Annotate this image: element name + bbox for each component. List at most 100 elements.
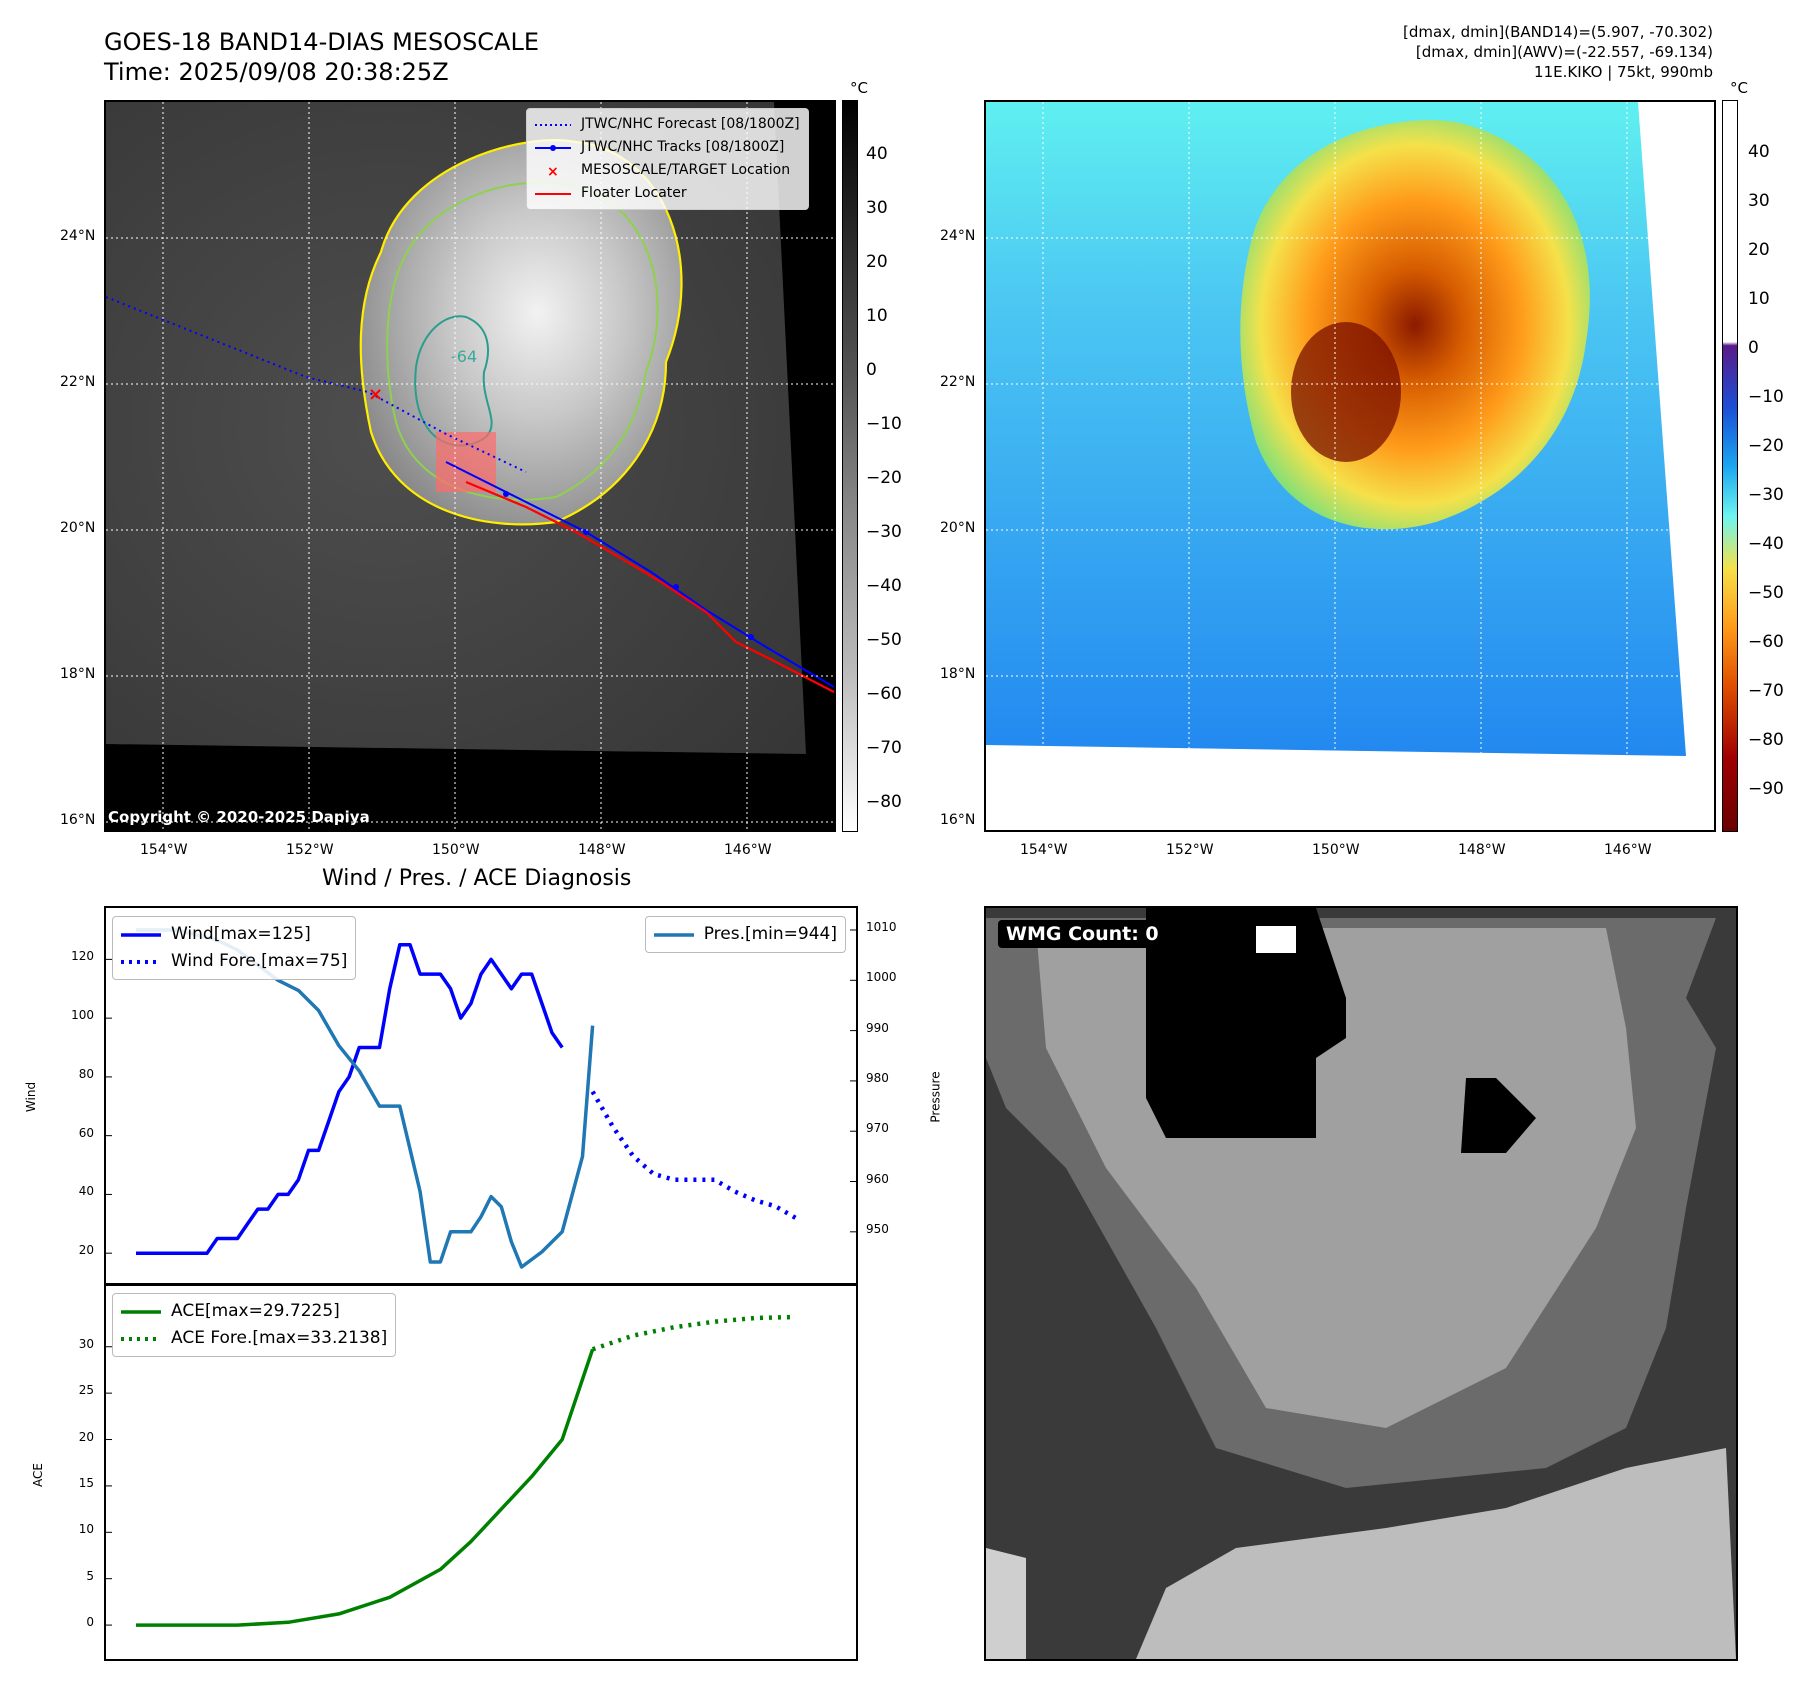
colorbar-tick-label: 40 (866, 144, 888, 164)
ir-colorbar (842, 100, 858, 832)
colorbar-tick-label: −30 (1748, 485, 1784, 505)
ir-lat-label: 16°N (60, 812, 96, 828)
legend-ace-label: ACE[max=29.7225] (171, 1301, 340, 1321)
wmg-panel: WMG Count: 0 (984, 906, 1738, 1661)
right-y-tick-label: 1010 (866, 920, 897, 934)
ir-map-image: -64 × (106, 102, 834, 830)
legend-target: × MESOSCALE/TARGET Location (535, 159, 800, 182)
awv-colorbar-unit: °C (1730, 79, 1748, 97)
y-tick-label: 80 (78, 1066, 94, 1081)
right-y-tick-label: 1000 (866, 970, 897, 985)
ir-gridlines (106, 102, 834, 830)
right-y-tick-label: 980 (866, 1070, 889, 1085)
legend-ace-fore-label: ACE Fore.[max=33.2138] (171, 1328, 388, 1348)
awv-colorbar (1722, 100, 1738, 832)
legend-pres-label: Pres.[min=944] (703, 924, 837, 944)
y-tick-label: 20 (78, 1243, 94, 1258)
legend-target-label: MESOSCALE/TARGET Location (581, 162, 791, 178)
y-tick-label: 120 (71, 949, 94, 964)
awv-lat-label: 20°N (940, 520, 976, 536)
awv-lon-label: 150°W (1312, 842, 1360, 858)
colorbar-tick-label: −60 (866, 684, 902, 704)
ace-legend: ACE[max=29.7225] ACE Fore.[max=33.2138] (112, 1293, 397, 1357)
colorbar-tick-label: 0 (1748, 338, 1759, 358)
copyright: Copyright © 2020-2025 Dapiya (108, 808, 370, 826)
ir-lat-label: 18°N (60, 666, 96, 682)
header-info: [dmax, dmin](BAND14)=(5.907, -70.302) [d… (1403, 22, 1713, 82)
colorbar-tick-label: 10 (866, 306, 888, 326)
y-tick-label: 5 (86, 1568, 94, 1583)
colorbar-tick-label: −70 (1748, 681, 1784, 701)
legend-ace-swatch (121, 1309, 161, 1314)
colorbar-tick-label: 40 (1748, 142, 1770, 162)
legend-ace-fore-swatch (121, 1336, 161, 1341)
legend-pres-swatch (653, 932, 694, 937)
wmg-image (986, 908, 1736, 1659)
colorbar-tick-label: −10 (1748, 387, 1784, 407)
wmg-region-white (1256, 926, 1296, 953)
ir-lat-label: 20°N (60, 520, 96, 536)
colorbar-tick-label: −50 (1748, 583, 1784, 603)
legend-forecast-swatch (535, 123, 571, 126)
colorbar-tick-label: 30 (1748, 191, 1770, 211)
colorbar-tick-label: −80 (1748, 730, 1784, 750)
track-point (503, 491, 509, 497)
target-marker: × (368, 384, 383, 405)
awv-lon-label: 146°W (1604, 842, 1652, 858)
legend-floater-swatch (535, 192, 571, 195)
observed-track (445, 461, 834, 688)
y-tick-label: 15 (78, 1475, 94, 1490)
info-awv: [dmax, dmin](AWV)=(-22.557, -69.134) (1415, 43, 1713, 61)
colorbar-tick-label: −80 (866, 792, 902, 812)
track-point (748, 634, 754, 640)
awv-map-image (986, 102, 1714, 830)
ace-axis-label: ACE (30, 1463, 45, 1487)
right-y-tick-label: 960 (866, 1171, 889, 1186)
wmg-region-black-2 (1461, 1078, 1536, 1153)
awv-lat-label: 24°N (940, 228, 976, 244)
series-line-wind-fore- (590, 1090, 797, 1220)
chart-title: GOES-18 BAND14-DIAS MESOSCALE (104, 28, 540, 56)
awv-lon-label: 152°W (1166, 842, 1214, 858)
legend-target-swatch: × (547, 165, 559, 177)
contour-label: -64 (451, 347, 477, 366)
y-tick-label: 20 (78, 1429, 94, 1444)
legend-ace-fore: ACE Fore.[max=33.2138] (121, 1325, 387, 1352)
pres-axis-label: Pressure (928, 1071, 943, 1123)
awv-cold-core (1291, 322, 1401, 462)
legend-forecast-label: JTWC/NHC Forecast [08/1800Z] (581, 116, 800, 132)
legend-wind-fore-label: Wind Fore.[max=75] (171, 951, 348, 971)
colorbar-tick-label: −30 (866, 522, 902, 542)
ir-colorbar-unit: °C (850, 79, 868, 97)
legend-wind-fore-swatch (121, 959, 161, 964)
awv-lon-label: 154°W (1020, 842, 1068, 858)
info-storm: 11E.KIKO | 75kt, 990mb (1534, 63, 1713, 81)
series-line-ace (136, 1348, 595, 1627)
info-band14: [dmax, dmin](BAND14)=(5.907, -70.302) (1402, 23, 1713, 41)
y-tick-label: 10 (78, 1522, 94, 1537)
wmg-count-badge: WMG Count: 0 (998, 920, 1167, 948)
awv-lat-label: 22°N (940, 374, 976, 390)
wind-legend: Wind[max=125] Wind Fore.[max=75] (112, 916, 357, 980)
legend-floater-label: Floater Locater (581, 185, 687, 201)
wmg-region-bright (1136, 1448, 1736, 1659)
legend-forecast: JTWC/NHC Forecast [08/1800Z] (535, 113, 800, 136)
ir-map-panel: -64 × Copyright © 2020-2025 Dapiya JTWC/… (104, 100, 836, 832)
series-line-pres- (136, 928, 595, 1269)
y-tick-label: 60 (78, 1125, 94, 1140)
ir-lat-label: 24°N (60, 228, 96, 244)
pres-legend: Pres.[min=944] (644, 916, 846, 953)
y-tick-label: 0 (86, 1615, 94, 1630)
legend-tracks: JTWC/NHC Tracks [08/1800Z] (535, 136, 800, 159)
right-y-tick-label: 950 (866, 1221, 889, 1236)
diagnosis-title: Wind / Pres. / ACE Diagnosis (322, 866, 632, 891)
colorbar-tick-label: 20 (1748, 240, 1770, 260)
series-line-ace-fore- (591, 1314, 796, 1352)
y-tick-label: 40 (78, 1184, 94, 1199)
ir-lon-label: 150°W (432, 842, 480, 858)
y-tick-label: 30 (78, 1336, 94, 1351)
colorbar-tick-label: −70 (866, 738, 902, 758)
legend-pres: Pres.[min=944] (653, 921, 837, 948)
ace-plot (106, 1314, 796, 1627)
colorbar-tick-label: 30 (866, 198, 888, 218)
